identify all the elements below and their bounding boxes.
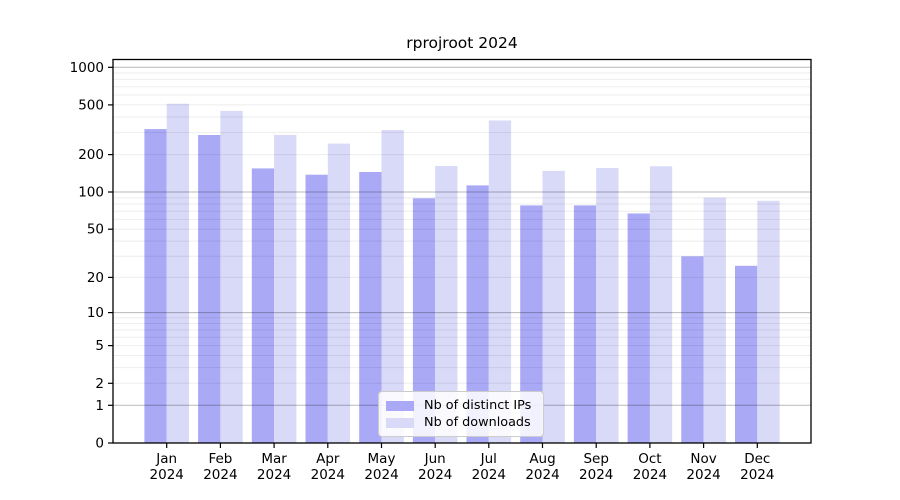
x-tick-label-month: Aug — [529, 451, 555, 467]
chart-legend: Nb of distinct IPs Nb of downloads — [378, 391, 544, 437]
bar-ips-feb — [198, 135, 221, 443]
x-tick-label-month: Jan — [155, 451, 177, 467]
y-tick-label: 1 — [95, 398, 104, 414]
bar-downloads-jan — [166, 103, 189, 443]
bar-ips-apr — [305, 174, 328, 443]
legend-swatch-distinct-ips — [386, 400, 414, 411]
bar-ips-jan — [144, 129, 167, 443]
bar-ips-aug — [520, 205, 543, 443]
x-tick-label-year: 2024 — [633, 467, 667, 483]
bar-ips-sep — [573, 205, 597, 443]
x-tick-label-year: 2024 — [472, 467, 506, 483]
bar-ips-mar — [251, 168, 275, 443]
bar-downloads-may — [381, 130, 404, 443]
y-tick-label: 0 — [95, 436, 104, 452]
legend-item-distinct-ips: Nb of distinct IPs — [386, 397, 535, 414]
x-tick-label-month: Nov — [690, 451, 716, 467]
bar-downloads-apr — [327, 143, 351, 443]
legend-item-downloads: Nb of downloads — [386, 414, 535, 431]
y-tick-label: 10 — [87, 305, 104, 321]
y-tick-label: 100 — [78, 185, 104, 201]
x-tick-label-month: Feb — [208, 451, 232, 467]
y-tick-label: 500 — [78, 97, 104, 113]
x-tick-label-month: Jul — [480, 451, 497, 467]
x-tick-label-month: Dec — [744, 451, 770, 467]
x-tick-label-year: 2024 — [311, 467, 345, 483]
y-tick-label: 5 — [95, 338, 104, 354]
x-tick-label-month: Sep — [583, 451, 608, 467]
plot-frame — [112, 58, 812, 444]
bar-ips-oct — [627, 213, 650, 443]
bar-downloads-jun — [435, 166, 458, 443]
legend-label-distinct-ips: Nb of distinct IPs — [424, 398, 532, 413]
x-tick-label-year: 2024 — [740, 467, 774, 483]
x-tick-label-year: 2024 — [686, 467, 720, 483]
x-tick-label-month: Jun — [424, 451, 446, 467]
x-tick-label-year: 2024 — [364, 467, 398, 483]
y-tick-label: 2 — [95, 376, 104, 392]
chart-title: rprojroot 2024 — [406, 34, 518, 52]
bar-downloads-feb — [220, 110, 243, 444]
bar-downloads-jul — [488, 120, 512, 443]
bar-downloads-sep — [596, 168, 619, 443]
x-tick-label-month: May — [368, 451, 396, 467]
x-tick-label-year: 2024 — [418, 467, 452, 483]
y-tick-label: 20 — [87, 270, 104, 286]
legend-label-downloads: Nb of downloads — [424, 415, 531, 430]
bar-ips-nov — [681, 256, 704, 443]
bar-ips-dec — [735, 265, 758, 443]
bar-ips-jul — [466, 185, 489, 443]
bar-ips-jun — [412, 198, 436, 443]
bar-downloads-oct — [649, 166, 673, 444]
bar-ips-may — [359, 172, 382, 443]
x-tick-label-year: 2024 — [203, 467, 237, 483]
y-tick-label: 1000 — [70, 60, 104, 76]
x-tick-label-month: Oct — [638, 451, 661, 467]
x-tick-label-year: 2024 — [579, 467, 613, 483]
bar-downloads-aug — [542, 170, 565, 443]
x-tick-label-year: 2024 — [525, 467, 559, 483]
x-tick-label-year: 2024 — [150, 467, 184, 483]
bar-downloads-nov — [703, 197, 726, 443]
x-tick-label-month: Apr — [316, 451, 340, 467]
legend-swatch-downloads — [386, 417, 414, 428]
y-tick-label: 50 — [87, 222, 104, 238]
x-tick-label-year: 2024 — [257, 467, 291, 483]
x-tick-label-month: Mar — [261, 451, 287, 467]
bar-downloads-mar — [274, 134, 297, 443]
bar-downloads-dec — [757, 200, 780, 443]
y-tick-label: 200 — [78, 147, 104, 163]
